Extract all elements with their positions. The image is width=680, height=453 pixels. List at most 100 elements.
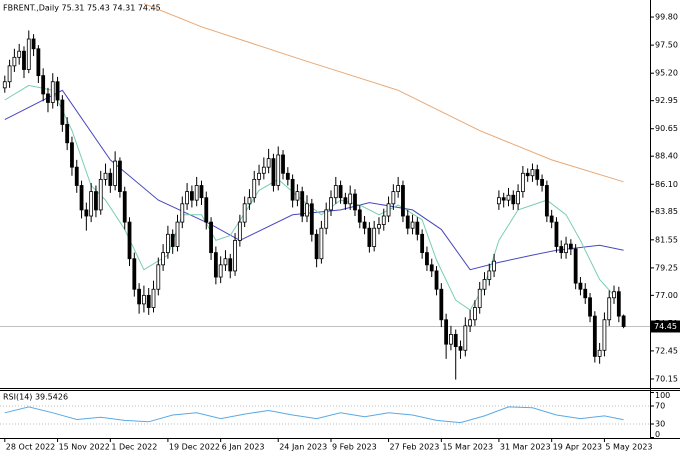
x-tick-label: 5 May 2023	[605, 443, 652, 452]
candle-body	[261, 166, 266, 174]
last-price-label: 74.45	[654, 322, 677, 331]
rsi-line	[4, 406, 624, 424]
x-tick-label: 15 Nov 2022	[59, 443, 110, 452]
candle-body	[98, 178, 103, 211]
candle-body	[554, 221, 559, 247]
candle-body	[12, 56, 17, 67]
candle-body	[218, 264, 223, 278]
candle-body	[602, 319, 607, 351]
candle-body	[592, 315, 597, 357]
candle-body	[146, 294, 151, 308]
candle-body	[175, 221, 180, 247]
candle-body	[113, 160, 118, 186]
candle-body	[415, 221, 420, 235]
candle-body	[36, 48, 41, 77]
y-tick-label: 92.95	[655, 96, 678, 105]
candle-body	[213, 252, 218, 278]
candle-body	[84, 209, 89, 217]
candle-body	[458, 346, 463, 351]
x-tick-label: 19 Apr 2023	[553, 443, 602, 452]
y-tick-label: 95.20	[655, 69, 678, 78]
candle-body	[333, 185, 338, 199]
y-tick-label: 0	[655, 430, 660, 439]
candle-body	[578, 282, 583, 290]
y-tick-label: 99.80	[655, 13, 678, 22]
candle-body	[223, 258, 228, 266]
y-tick-label: 86.10	[655, 180, 678, 189]
candle-body	[520, 172, 525, 192]
candle-body	[209, 221, 213, 254]
candle-body	[7, 65, 12, 83]
candle-body	[396, 185, 401, 192]
candle-body	[434, 270, 439, 290]
candle-body	[22, 50, 26, 70]
candle-body	[295, 191, 300, 201]
candle-body	[492, 260, 496, 272]
candle-body	[161, 252, 165, 266]
candle-body	[559, 246, 564, 254]
candle-body	[468, 319, 473, 327]
candle-body	[122, 191, 127, 223]
indicator-title: RSI(14) 39.5426	[3, 393, 68, 402]
candle-body	[60, 99, 65, 125]
candle-body	[477, 288, 482, 308]
candle-body	[233, 240, 237, 272]
candle-body	[180, 203, 185, 223]
candle-body	[525, 172, 530, 177]
candle-body	[588, 297, 592, 317]
candle-body	[348, 193, 353, 205]
x-tick-label: 31 Mar 2023	[500, 443, 551, 452]
x-tick-label: 1 Dec 2022	[111, 443, 157, 452]
candle-body	[46, 93, 50, 103]
candle-body	[79, 185, 84, 211]
candle-body	[17, 50, 22, 58]
candle-body	[367, 227, 372, 247]
candle-body	[319, 227, 324, 260]
candle-body	[405, 215, 410, 229]
candle-body	[549, 215, 554, 223]
y-tick-label: 81.55	[655, 235, 678, 244]
candle-body	[353, 193, 357, 211]
y-tick-label: 79.25	[655, 263, 678, 272]
x-tick-label: 6 Jan 2023	[222, 443, 265, 452]
candle-body	[252, 178, 257, 199]
x-tick-label: 19 Dec 2022	[169, 443, 220, 452]
candle-body	[242, 203, 247, 223]
y-tick-label: 77.00	[655, 291, 678, 300]
candle-body	[391, 191, 396, 205]
candle-body	[420, 233, 425, 254]
candle-body	[26, 38, 31, 70]
candle-body	[151, 288, 156, 308]
candle-body	[194, 185, 199, 201]
candle-body	[189, 191, 194, 201]
x-tick-label: 9 Feb 2023	[332, 443, 377, 452]
candle-body	[290, 178, 295, 201]
candle-body	[616, 291, 621, 317]
candle-body	[137, 288, 142, 305]
candle-body	[118, 160, 122, 192]
candle-body	[257, 172, 261, 180]
y-tick-label: 100	[655, 391, 670, 400]
candle-body	[185, 191, 189, 205]
candle-body	[300, 191, 305, 217]
candle-body	[377, 224, 381, 229]
candle-body	[165, 233, 170, 254]
candle-body	[386, 203, 391, 217]
candle-body	[362, 221, 367, 229]
moving-average	[4, 89, 624, 271]
y-tick-label: 83.85	[655, 207, 678, 216]
candle-body	[482, 279, 487, 290]
y-tick-label: 90.65	[655, 124, 678, 133]
candle-body	[281, 154, 285, 174]
candle-body	[439, 288, 444, 321]
candle-body	[204, 197, 209, 223]
candle-body	[65, 124, 70, 144]
candle-body	[612, 291, 616, 299]
moving-average	[143, 3, 624, 183]
candle-body	[94, 191, 98, 211]
candle-body	[473, 307, 477, 321]
x-tick-label: 24 Jan 2023	[279, 443, 327, 452]
candle-body	[142, 294, 146, 305]
candle-body	[31, 38, 36, 50]
